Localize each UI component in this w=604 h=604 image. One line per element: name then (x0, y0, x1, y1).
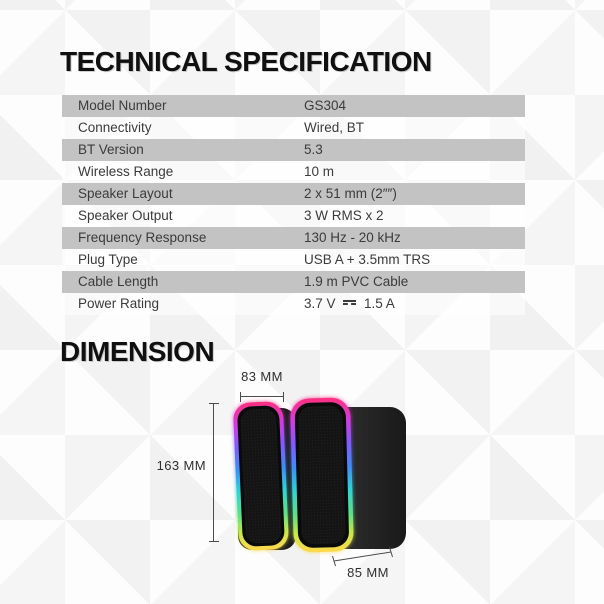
spec-value: 3 W RMS x 2 (304, 208, 384, 223)
spec-row: Speaker Output 3 W RMS x 2 (62, 205, 525, 227)
spec-value: USB A + 3.5mm TRS (304, 252, 431, 267)
spec-row: Speaker Layout 2 x 51 mm (2″″) (62, 183, 525, 205)
spec-label: Power Rating (78, 296, 160, 311)
technical-specification-title: TECHNICAL SPECIFICATION (60, 46, 432, 77)
depth-dimension-line (332, 546, 393, 567)
spec-row: Power Rating 3.7 V 1.5 A (62, 293, 525, 315)
spec-value: 3.7 V 1.5 A (304, 296, 395, 311)
spec-value: GS304 (304, 98, 347, 113)
spec-label: Plug Type (78, 252, 138, 267)
spec-label: Speaker Output (78, 208, 173, 223)
spec-table: Model Number GS304 Connectivity Wired, BT BT… (62, 95, 525, 315)
left-speaker-front (233, 401, 289, 551)
width-dimension-label: 83 MM (241, 369, 283, 384)
spec-row: Wireless Range 10 m (62, 161, 525, 183)
dc-symbol (343, 300, 357, 306)
spec-value: Wired, BT (304, 120, 365, 135)
height-dimension-line (209, 403, 219, 542)
spec-value: 1.9 m PVC Cable (304, 274, 409, 289)
depth-dimension-label: 85 MM (347, 565, 389, 580)
spec-row: Frequency Response 130 Hz - 20 kHz (62, 227, 525, 249)
spec-row: Plug Type USB A + 3.5mm TRS (62, 249, 525, 271)
spec-row: Model Number GS304 (62, 95, 525, 117)
spec-label: Cable Length (78, 274, 159, 289)
speakers-illustration (233, 397, 406, 553)
spec-label: Frequency Response (78, 230, 207, 245)
spec-value: 2 x 51 mm (2″″) (304, 186, 397, 201)
dimension-figure: 83 MM 163 MM (150, 362, 480, 602)
spec-row: Cable Length 1.9 m PVC Cable (62, 271, 525, 293)
spec-label: BT Version (78, 142, 144, 157)
spec-label: Speaker Layout (78, 186, 173, 201)
spec-value: 10 m (304, 164, 335, 179)
height-dimension-label: 163 MM (156, 458, 206, 473)
spec-value: 130 Hz - 20 kHz (304, 230, 401, 245)
spec-value: 5.3 (304, 142, 323, 157)
width-dimension-line (240, 392, 284, 402)
spec-label: Connectivity (78, 120, 152, 135)
spec-label: Model Number (78, 98, 167, 113)
spec-label: Wireless Range (78, 164, 174, 179)
spec-row: Connectivity Wired, BT (62, 117, 525, 139)
spec-row: BT Version 5.3 (62, 139, 525, 161)
right-speaker-front (290, 397, 354, 553)
dimension-title: DIMENSION (60, 336, 215, 367)
